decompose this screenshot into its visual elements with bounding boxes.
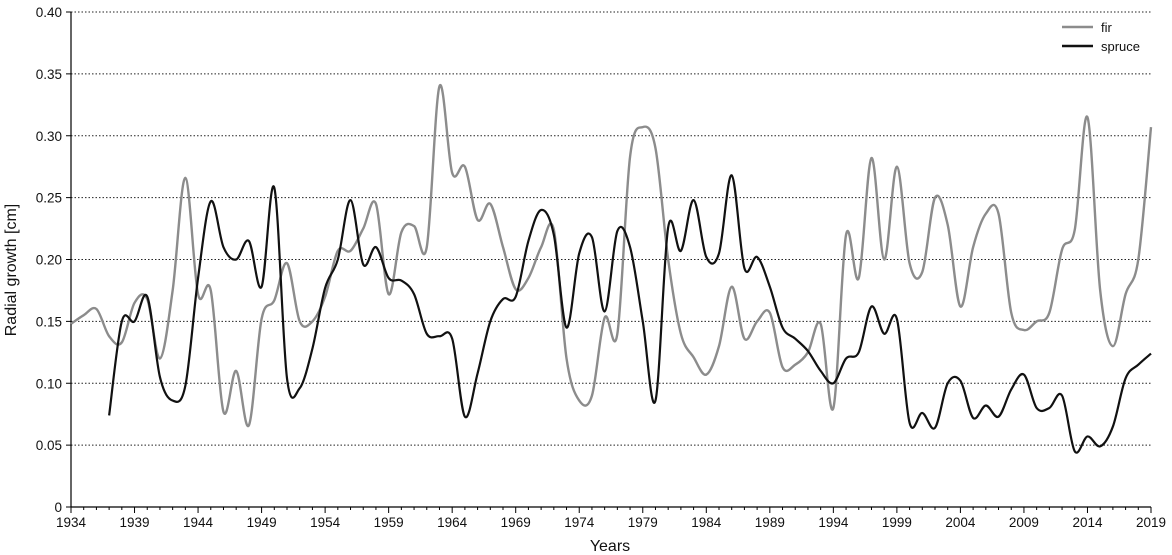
y-tick-label: 0.05	[36, 438, 62, 453]
x-tick-label: 1969	[501, 515, 531, 530]
y-tick-label: 0.40	[36, 5, 62, 20]
series-line-fir	[70, 83, 1153, 428]
y-tick-label: 0.10	[36, 376, 62, 391]
y-axis-tick-labels: 0 0.05 0.10 0.15 0.20 0.25 0.30 0.35 0.40	[36, 5, 62, 515]
series-line-spruce	[108, 174, 1152, 454]
y-axis-title: Radial growth [cm]	[3, 204, 20, 337]
x-tick-label: 1979	[628, 515, 658, 530]
y-tick-label: 0.35	[36, 67, 62, 82]
x-tick-label: 1974	[564, 515, 595, 530]
x-tick-label: 2004	[945, 515, 976, 530]
x-tick-label: 1994	[818, 515, 849, 530]
data-series	[70, 83, 1153, 454]
x-tick-label: 1934	[56, 515, 87, 530]
x-tick-label: 1989	[755, 515, 785, 530]
x-axis-tick-labels: 1934 1939 1944 1949 1954 1959 1964 1969 1974 1979…	[56, 515, 1166, 530]
y-tick-label: 0.25	[36, 191, 62, 206]
x-tick-label: 1999	[882, 515, 912, 530]
x-tick-label: 1959	[374, 515, 404, 530]
y-tick-label: 0.30	[36, 129, 62, 144]
y-tick-label: 0	[54, 500, 62, 515]
x-tick-label: 1939	[120, 515, 150, 530]
x-axis-title: Years	[590, 538, 630, 555]
x-tick-label: 1964	[437, 515, 468, 530]
x-tick-label: 2009	[1009, 515, 1039, 530]
y-tick-label: 0.15	[36, 314, 62, 329]
legend: fir spruce	[1062, 20, 1140, 54]
x-tick-label: 1984	[691, 515, 722, 530]
x-tick-label: 1949	[247, 515, 277, 530]
legend-label-fir: fir	[1101, 20, 1113, 35]
y-tick-label: 0.20	[36, 253, 62, 268]
gridlines	[71, 11, 1151, 446]
legend-label-spruce: spruce	[1101, 39, 1140, 54]
x-tick-label: 1944	[183, 515, 214, 530]
x-tick-label: 1954	[310, 515, 341, 530]
axes	[66, 11, 1152, 513]
x-tick-label: 2019	[1136, 515, 1166, 530]
x-tick-label: 2014	[1072, 515, 1103, 530]
